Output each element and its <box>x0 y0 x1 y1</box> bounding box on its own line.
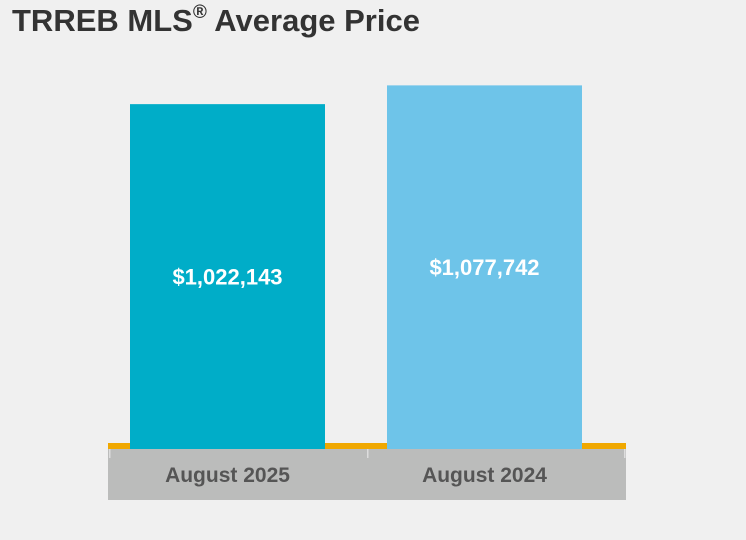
data-label-2: $1,077,742 <box>429 255 539 280</box>
registered-mark: ® <box>192 2 207 23</box>
title-text: TRREB MLS <box>12 3 193 38</box>
x-axis-line <box>108 443 626 449</box>
title-rest: Average Price <box>206 3 420 38</box>
chart-title: TRREB MLS® Average Price <box>12 2 420 39</box>
data-label-1: $1,022,143 <box>172 265 282 290</box>
tick-mark <box>109 449 111 458</box>
category-label-2: August 2024 <box>422 464 547 487</box>
tick-mark <box>624 449 626 458</box>
bar-2 <box>387 85 582 450</box>
bar-1 <box>130 104 325 449</box>
category-label-1: August 2025 <box>165 464 290 487</box>
tick-mark <box>367 449 369 458</box>
